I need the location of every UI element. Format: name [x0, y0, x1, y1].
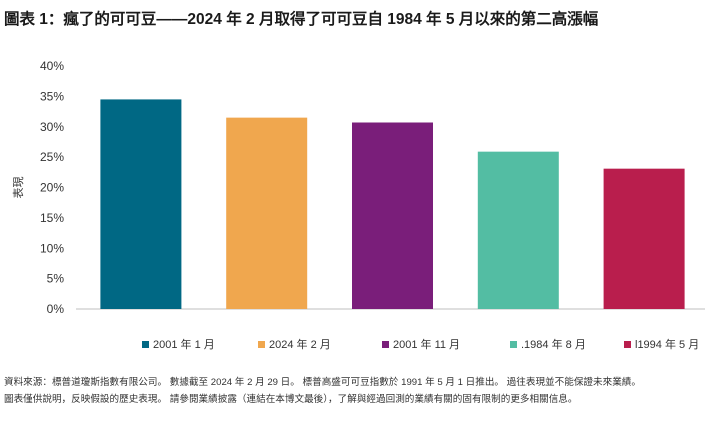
legend-label: l1994 年 5 月	[635, 339, 700, 351]
footnote-line-1: 資料來源：標普道瓊斯指數有限公司。 數據截至 2024 年 2 月 29 日。 …	[4, 377, 641, 388]
y-tick-label: 30%	[40, 120, 64, 134]
chart-title: 圖表 1：瘋了的可可豆——2024 年 2 月取得了可可豆自 1984 年 5 …	[4, 11, 599, 28]
legend-item: 2001 年 1 月	[142, 336, 215, 352]
y-tick-label: 0%	[47, 302, 65, 316]
legend-swatch	[624, 340, 631, 348]
y-tick-label: 10%	[40, 241, 64, 255]
footnote-line-2: 圖表僅供說明，反映假設的歷史表現。 請參閱業績披露（連結在本博文最後），了解與經…	[4, 394, 578, 405]
legend-swatch	[142, 340, 149, 348]
legend-item: 2024 年 2 月	[258, 336, 331, 352]
y-tick-label: 25%	[40, 150, 64, 164]
legend-label: 2001 年 11 月	[393, 339, 461, 351]
y-tick-label: 20%	[40, 181, 64, 195]
footnote: 資料來源：標普道瓊斯指數有限公司。 數據截至 2024 年 2 月 29 日。 …	[4, 374, 718, 408]
y-tick-label: 35%	[40, 89, 64, 103]
legend-label: 2024 年 2 月	[269, 339, 331, 351]
legend-item: .1984 年 8 月	[510, 336, 586, 352]
chart-legend: 2001 年 1 月 2024 年 2 月 2001 年 11 月 .1984 年 8…	[0, 336, 721, 352]
y-tick-label: 40%	[40, 59, 64, 73]
bar-5	[603, 168, 685, 309]
legend-label: 2001 年 1 月	[153, 339, 215, 351]
y-tick-label: 15%	[40, 211, 64, 225]
bar-2	[226, 117, 308, 309]
y-axis-label: 表現	[11, 177, 25, 199]
bar-4	[477, 151, 559, 309]
legend-swatch	[258, 340, 265, 348]
legend-label: .1984 年 8 月	[521, 339, 586, 351]
legend-item: l1994 年 5 月	[624, 336, 699, 352]
legend-item: 2001 年 11 月	[382, 336, 460, 352]
y-tick-label: 5%	[47, 272, 65, 286]
legend-swatch	[382, 340, 389, 348]
bar-3	[352, 122, 433, 309]
legend-swatch	[510, 340, 517, 348]
bar-1	[100, 99, 182, 309]
